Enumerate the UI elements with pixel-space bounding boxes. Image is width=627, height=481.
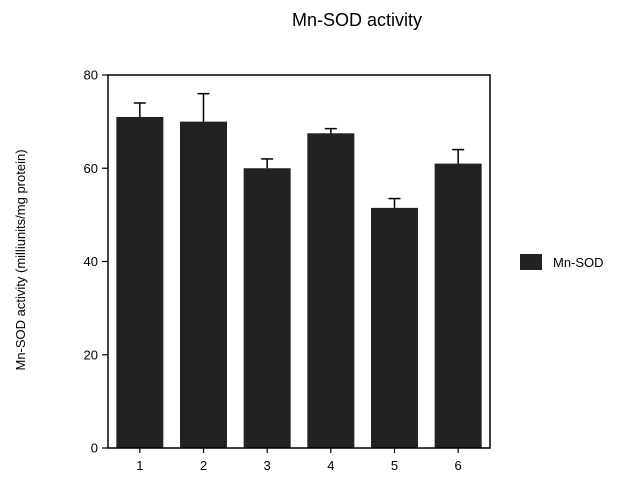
y-tick-label-0: 0 — [91, 441, 98, 456]
plot-frame — [107, 74, 491, 449]
y-tick-label-40: 40 — [84, 254, 98, 269]
y-axis-label: Mn-SOD activity (milliunits/mg protein) — [13, 149, 28, 370]
legend-label: Mn-SOD — [553, 255, 604, 270]
bar-1 — [116, 116, 164, 449]
x-axis-ticks: 1 2 3 4 5 6 — [136, 448, 462, 473]
x-tick-label-1: 1 — [136, 458, 143, 473]
bar-5 — [371, 207, 418, 448]
bar-2 — [180, 121, 227, 448]
bar-6 — [434, 163, 482, 448]
bars-group — [116, 116, 482, 449]
x-tick-label-4: 4 — [327, 458, 334, 473]
bar-4 — [307, 133, 355, 448]
x-tick-label-3: 3 — [264, 458, 271, 473]
y-tick-label-60: 60 — [84, 161, 98, 176]
x-tick-label-5: 5 — [391, 458, 398, 473]
legend: Mn-SOD — [520, 254, 604, 270]
error-bars-group — [133, 92, 465, 208]
x-tick-label-2: 2 — [200, 458, 207, 473]
y-axis-ticks: 0 20 40 60 80 — [84, 68, 108, 456]
bar-3 — [243, 168, 291, 448]
x-tick-label-6: 6 — [455, 458, 462, 473]
legend-swatch — [520, 254, 542, 270]
chart-title: Mn-SOD activity — [292, 10, 422, 30]
y-tick-label-20: 20 — [84, 347, 98, 362]
y-tick-label-80: 80 — [84, 68, 98, 83]
